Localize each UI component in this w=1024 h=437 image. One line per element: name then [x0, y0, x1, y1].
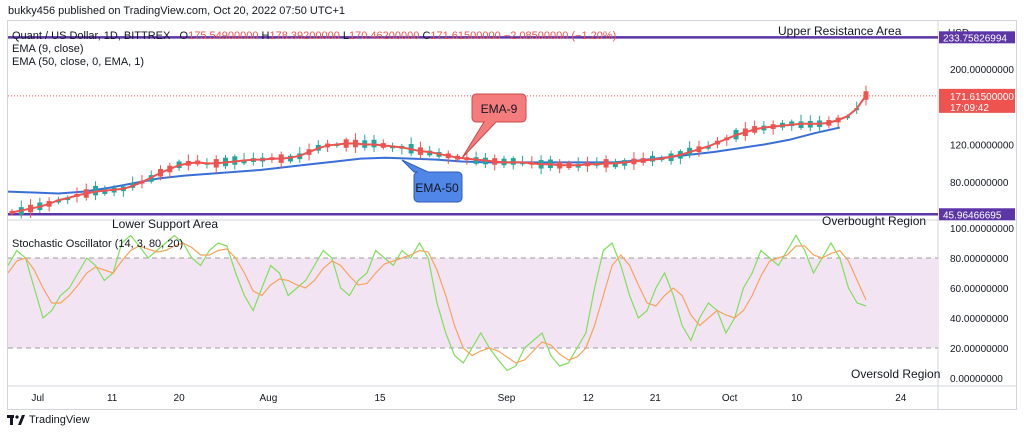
ema50-callout-bubble: [401, 159, 463, 203]
low-value: 170.46200000: [349, 30, 420, 42]
open-label: O: [179, 30, 189, 42]
stoch-tick-label: 20.00000000: [950, 344, 1009, 355]
publisher-bar: bukky456 published on TradingView.com, O…: [0, 0, 1024, 20]
countdown-label: 17:09:42: [950, 103, 989, 114]
stoch-tick-label: 40.00000000: [950, 314, 1009, 325]
stoch-band: [8, 258, 938, 348]
ema50-legend[interactable]: EMA (50, close, 0, EMA, 1): [12, 56, 144, 69]
last-price-tag: [939, 88, 1015, 113]
overbought-label: Overbought Region: [822, 214, 926, 228]
tradingview-logo-icon: [7, 414, 25, 425]
resistance-price-label: 233.75826994: [943, 33, 1007, 44]
publisher-text: bukky456 published on TradingView.com, O…: [8, 5, 346, 17]
symbol-name: Quant / US Dollar, 1D, BITTREX: [12, 30, 171, 42]
stoch-tick-label: 80.00000000: [950, 254, 1009, 265]
stoch-legend-label: Stochastic Oscillator (14, 3, 80, 20): [12, 238, 184, 250]
price-tick-label: 120.00000000: [950, 141, 1014, 152]
x-tick-label: 24: [895, 393, 907, 404]
tradingview-footer[interactable]: TradingView: [7, 414, 90, 426]
stoch-tick-label: 0.00000000: [950, 374, 1003, 385]
stoch-legend[interactable]: Stochastic Oscillator (14, 3, 80, 20): [12, 238, 183, 251]
x-tick-label: Jul: [31, 393, 44, 404]
support-price-tag: [939, 208, 1015, 221]
ema9-callout-bubble: [461, 93, 527, 159]
price-tick-label: 200.00000000: [950, 65, 1014, 76]
chart-frame: [7, 20, 1017, 410]
change-value: −2.08500000 (−1.20%): [503, 30, 617, 42]
x-tick-label: Oct: [722, 393, 738, 404]
low-label: L: [342, 30, 350, 42]
x-tick-label: Sep: [498, 393, 516, 404]
open-value: 175.54900000: [188, 30, 259, 42]
ema9-callout-text: EMA-9: [481, 102, 518, 116]
x-tick-label: 15: [374, 393, 386, 404]
tradingview-brand: TradingView: [29, 414, 90, 426]
stoch-d-line: [7, 242, 867, 364]
support-price-label: 45.96466695: [943, 210, 1002, 221]
ema50-callout-text: EMA-50: [415, 181, 459, 195]
lower-support-label: Lower Support Area: [112, 217, 218, 231]
last-price-label: 171.61500000: [950, 92, 1014, 103]
ema9-line: [11, 94, 867, 214]
ohlc-legend: Quant / US Dollar, 1D, BITTREX O175.5490…: [12, 30, 616, 43]
ema9-legend[interactable]: EMA (9, close): [12, 43, 84, 56]
resistance-price-tag: [939, 31, 1015, 44]
upper-resistance-label: Upper Resistance Area: [778, 24, 902, 38]
high-label: H: [261, 30, 270, 42]
oversold-label: Oversold Region: [851, 367, 940, 381]
stoch-tick-label: 60.00000000: [950, 284, 1009, 295]
close-label: C: [422, 30, 431, 42]
ema9-legend-label: EMA (9, close): [12, 43, 84, 55]
x-tick-label: 20: [174, 393, 186, 404]
stoch-k-line: [7, 234, 867, 372]
x-tick-label: 11: [107, 393, 118, 404]
close-value: 171.61500000: [430, 30, 501, 42]
x-tick-label: 12: [583, 393, 595, 404]
high-value: 178.39200000: [269, 30, 340, 42]
price-tick-label: 80.00000000: [950, 178, 1009, 189]
ema50-legend-label: EMA (50, close, 0, EMA, 1): [12, 56, 145, 68]
x-tick-label: 10: [791, 393, 803, 404]
x-tick-label: Aug: [260, 393, 278, 404]
x-tick-label: 21: [650, 393, 662, 404]
stoch-tick-label: 100.00000000: [950, 224, 1014, 235]
